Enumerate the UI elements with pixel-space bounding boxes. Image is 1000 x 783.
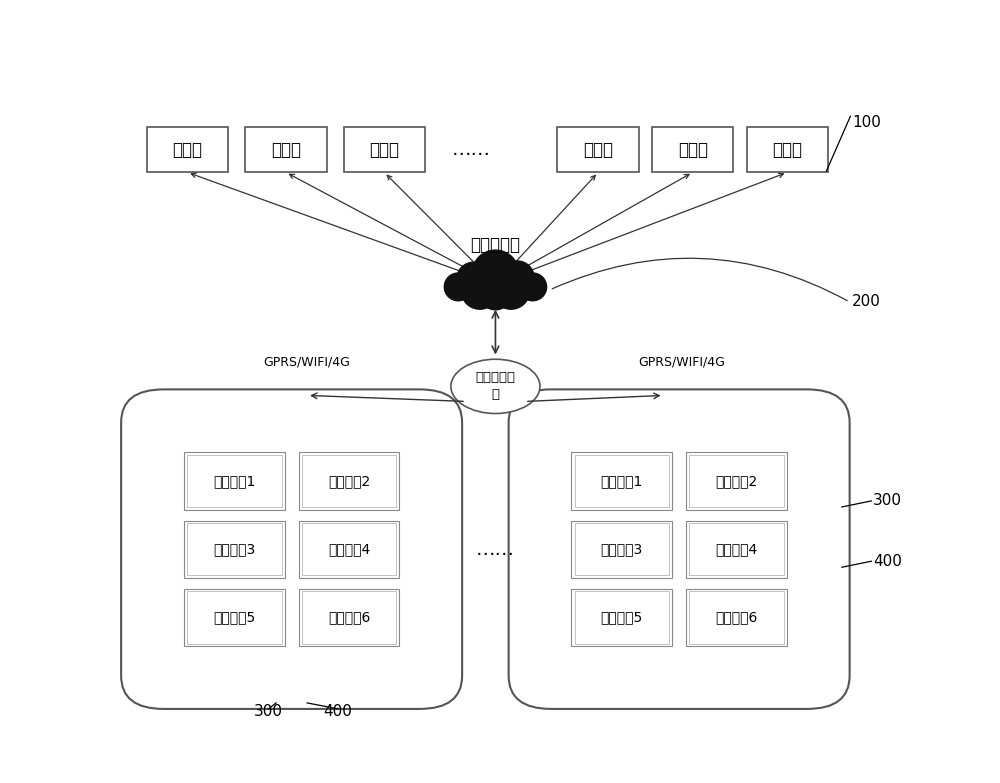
Bar bbox=[689, 523, 784, 576]
Bar bbox=[245, 127, 326, 172]
Text: 100: 100 bbox=[852, 115, 881, 130]
Bar bbox=[187, 455, 282, 507]
Bar bbox=[571, 589, 672, 646]
Text: 移动电源1: 移动电源1 bbox=[601, 474, 643, 488]
Bar bbox=[302, 591, 396, 644]
Text: 移动电源6: 移动电源6 bbox=[328, 610, 370, 624]
Text: GPRS/WIFI/4G: GPRS/WIFI/4G bbox=[264, 355, 351, 368]
Text: 200: 200 bbox=[852, 294, 881, 309]
Text: 移动端: 移动端 bbox=[271, 141, 301, 159]
Bar bbox=[574, 455, 669, 507]
Bar bbox=[571, 453, 672, 510]
Text: 移动电源3: 移动电源3 bbox=[601, 542, 643, 556]
Text: 移动端: 移动端 bbox=[583, 141, 613, 159]
Ellipse shape bbox=[472, 250, 519, 296]
Bar bbox=[299, 453, 399, 510]
Text: 300: 300 bbox=[873, 493, 902, 508]
Ellipse shape bbox=[500, 261, 534, 294]
Bar bbox=[187, 591, 282, 644]
Text: 移动端: 移动端 bbox=[172, 141, 202, 159]
Text: 移动电源2: 移动电源2 bbox=[715, 474, 758, 488]
Bar bbox=[574, 523, 669, 576]
Bar bbox=[299, 589, 399, 646]
Bar bbox=[184, 521, 285, 578]
Text: 移动电源3: 移动电源3 bbox=[213, 542, 255, 556]
Text: 移动电源4: 移动电源4 bbox=[328, 542, 370, 556]
Bar bbox=[299, 521, 399, 578]
Text: 400: 400 bbox=[324, 705, 353, 720]
Bar bbox=[302, 455, 396, 507]
Text: 移动端: 移动端 bbox=[772, 141, 802, 159]
Ellipse shape bbox=[492, 273, 530, 309]
Text: GPRS/WIFI/4G: GPRS/WIFI/4G bbox=[638, 355, 725, 368]
FancyBboxPatch shape bbox=[121, 389, 462, 709]
Bar bbox=[686, 589, 787, 646]
Text: ……: …… bbox=[452, 140, 491, 159]
Text: 移动端: 移动端 bbox=[369, 141, 399, 159]
Text: 网络通信协
议: 网络通信协 议 bbox=[475, 371, 515, 402]
Text: 移动电源6: 移动电源6 bbox=[715, 610, 758, 624]
Ellipse shape bbox=[480, 280, 511, 310]
Text: 移动电源5: 移动电源5 bbox=[601, 610, 643, 624]
Ellipse shape bbox=[444, 273, 472, 301]
Text: 移动电源5: 移动电源5 bbox=[213, 610, 255, 624]
Ellipse shape bbox=[519, 273, 547, 301]
Bar bbox=[187, 523, 282, 576]
Bar bbox=[184, 453, 285, 510]
Bar bbox=[344, 127, 425, 172]
Bar bbox=[147, 127, 228, 172]
Bar bbox=[571, 521, 672, 578]
Ellipse shape bbox=[457, 262, 491, 296]
Text: 移动电源1: 移动电源1 bbox=[213, 474, 255, 488]
Ellipse shape bbox=[461, 273, 499, 309]
Ellipse shape bbox=[451, 359, 540, 413]
Text: 移动电源4: 移动电源4 bbox=[715, 542, 758, 556]
Bar bbox=[184, 589, 285, 646]
Text: ……: …… bbox=[476, 539, 515, 558]
Bar bbox=[574, 591, 669, 644]
Text: 移动端: 移动端 bbox=[678, 141, 708, 159]
Text: 400: 400 bbox=[873, 554, 902, 568]
Text: 300: 300 bbox=[254, 705, 283, 720]
Bar bbox=[652, 127, 733, 172]
Bar bbox=[302, 523, 396, 576]
Bar bbox=[686, 521, 787, 578]
Bar bbox=[689, 591, 784, 644]
Text: 移动电源2: 移动电源2 bbox=[328, 474, 370, 488]
Bar bbox=[689, 455, 784, 507]
Bar bbox=[747, 127, 828, 172]
Bar bbox=[557, 127, 639, 172]
Bar bbox=[686, 453, 787, 510]
FancyBboxPatch shape bbox=[509, 389, 850, 709]
Text: 云端服务器: 云端服务器 bbox=[470, 236, 520, 254]
